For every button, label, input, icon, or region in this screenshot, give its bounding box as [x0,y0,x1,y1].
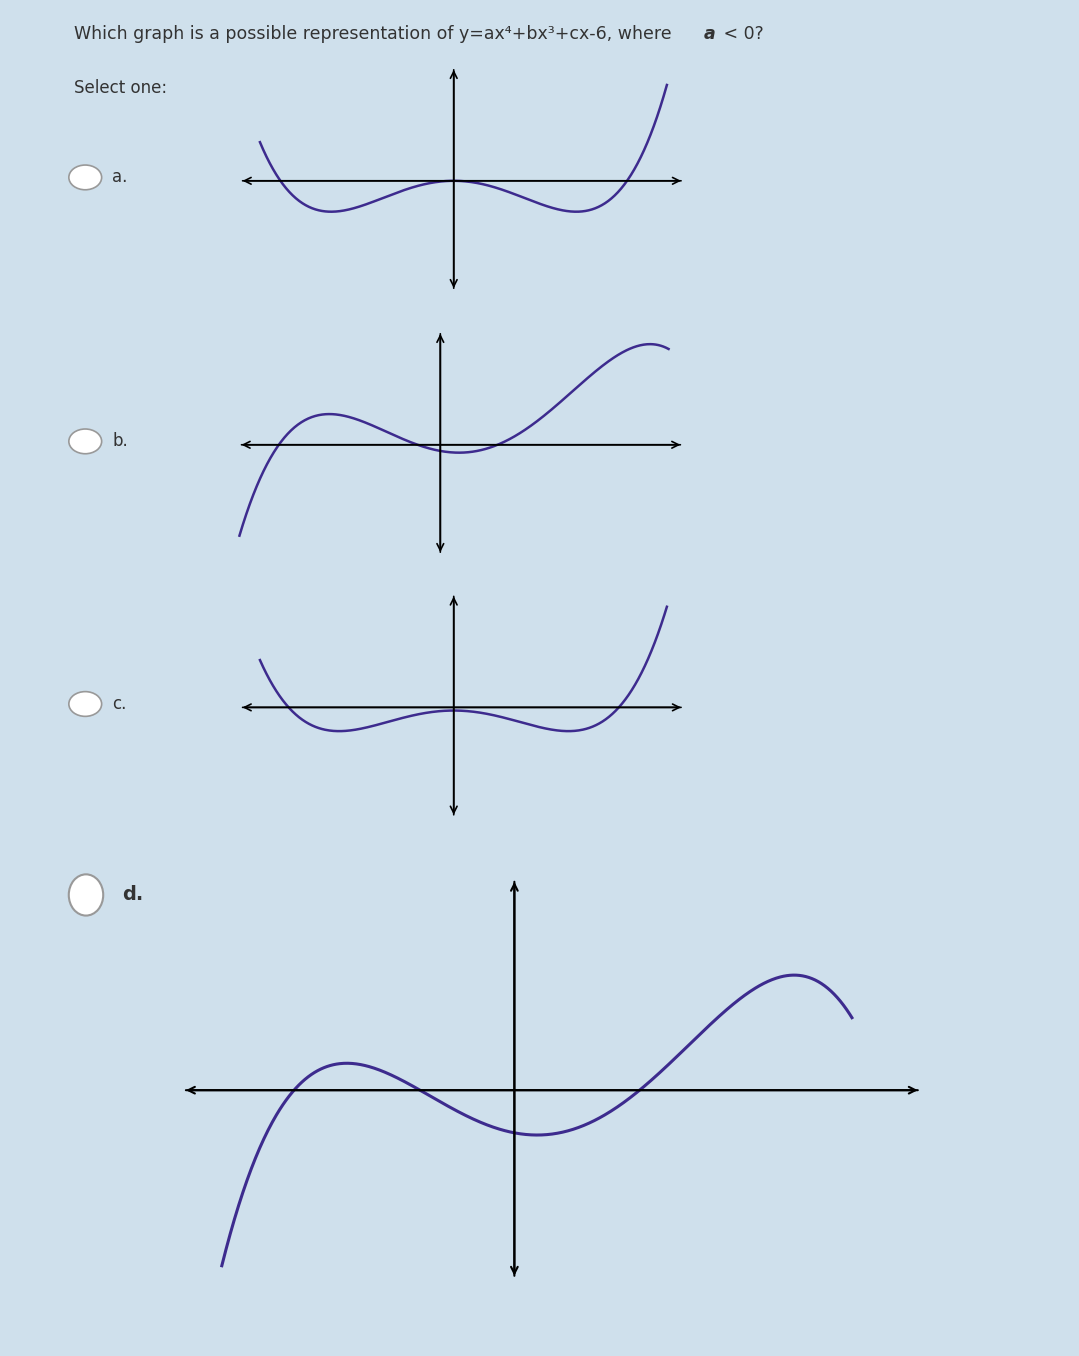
Text: Which graph is a possible representation of y=ax⁴+bx³+cx-6, where: Which graph is a possible representation… [74,24,678,43]
Circle shape [69,875,104,915]
Text: d.: d. [122,885,144,904]
Text: c.: c. [112,696,126,713]
Text: a.: a. [112,168,127,186]
Text: Select one:: Select one: [74,79,167,98]
Circle shape [69,165,101,190]
Text: b.: b. [112,433,128,450]
Circle shape [69,692,101,716]
Circle shape [69,428,101,454]
Text: < 0?: < 0? [719,24,764,43]
Text: a: a [704,24,715,43]
